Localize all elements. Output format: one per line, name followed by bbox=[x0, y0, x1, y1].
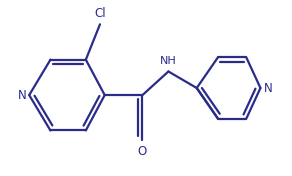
Text: Cl: Cl bbox=[94, 7, 106, 20]
Text: N: N bbox=[18, 89, 27, 102]
Text: O: O bbox=[138, 145, 147, 158]
Text: N: N bbox=[264, 81, 273, 95]
Text: NH: NH bbox=[160, 56, 177, 66]
